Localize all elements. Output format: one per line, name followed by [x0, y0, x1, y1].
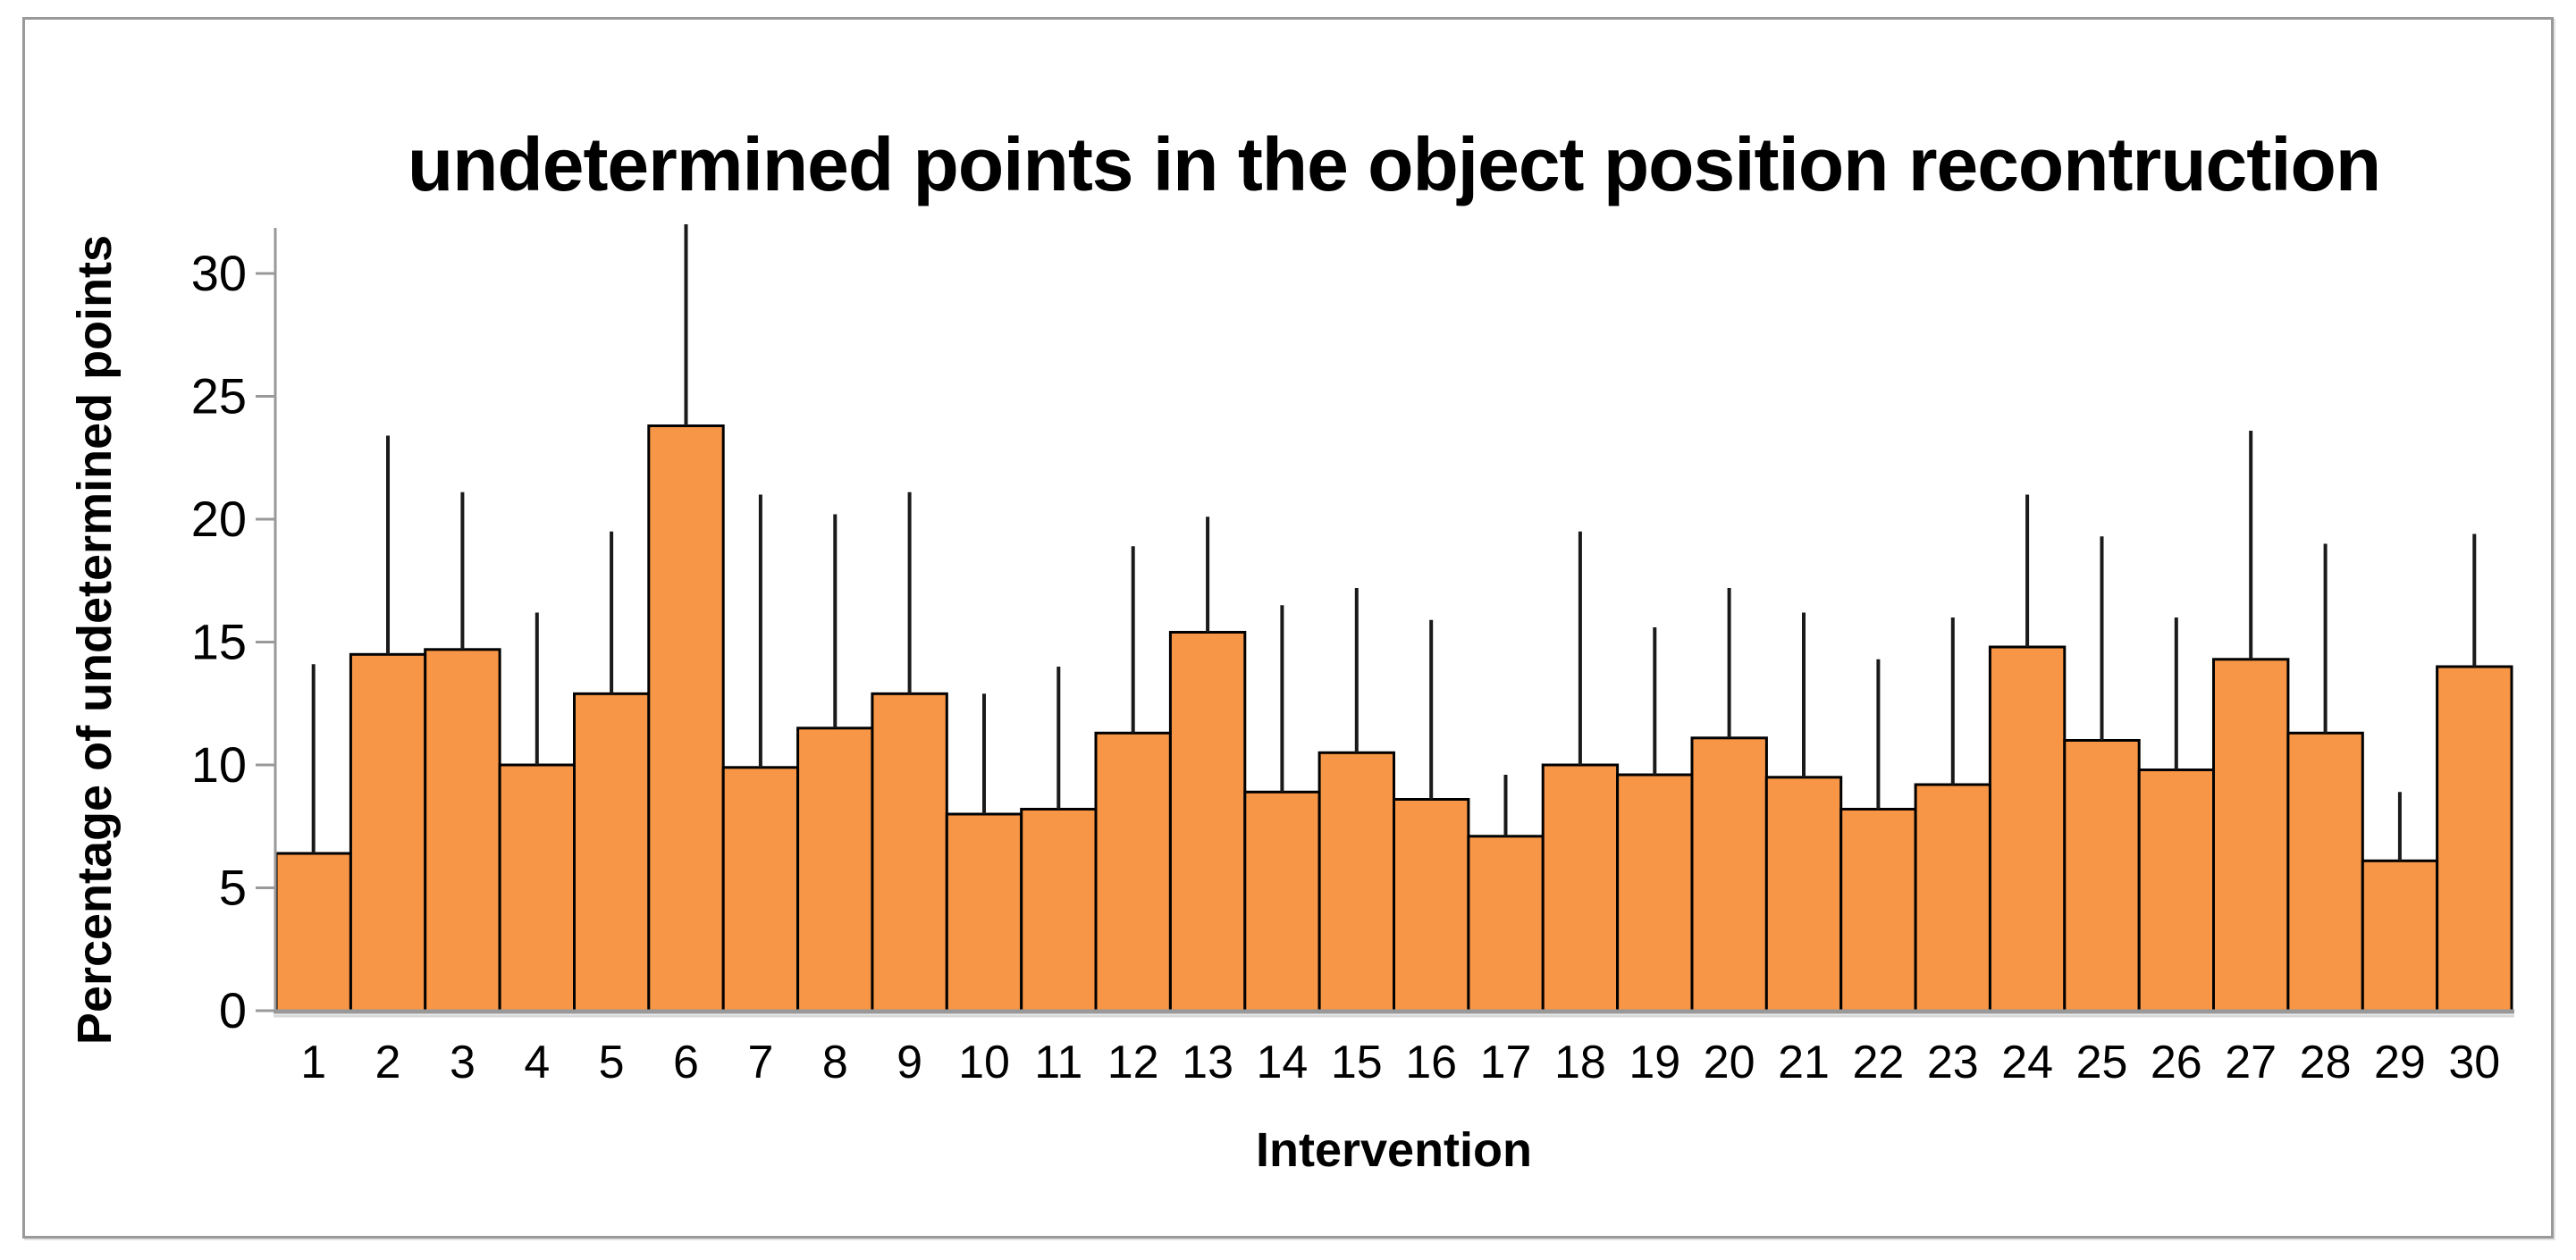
x-tick-label-4: 4 [524, 1037, 550, 1088]
bar-2 [349, 652, 427, 1012]
x-tick-label-2: 2 [375, 1037, 401, 1088]
bar-25 [2063, 739, 2141, 1012]
bar-13 [1168, 631, 1247, 1012]
bar-3 [424, 648, 501, 1012]
bar-7 [721, 766, 800, 1012]
x-tick-label-23: 23 [1927, 1037, 1979, 1088]
x-tick-label-9: 9 [897, 1037, 922, 1088]
bar-20 [1690, 736, 1768, 1012]
x-tick-label-21: 21 [1778, 1037, 1830, 1088]
x-tick-label-13: 13 [1182, 1037, 1233, 1088]
bar-1 [274, 852, 352, 1012]
bar-12 [1094, 731, 1172, 1012]
y-tick-label-20: 20 [191, 491, 247, 547]
x-tick-label-20: 20 [1704, 1037, 1755, 1088]
y-tick-label-0: 0 [219, 982, 247, 1038]
bar-14 [1243, 790, 1321, 1012]
bar-28 [2286, 731, 2364, 1012]
bar-17 [1467, 835, 1545, 1012]
x-tick-label-18: 18 [1554, 1037, 1606, 1088]
y-tick-label-30: 30 [191, 245, 247, 301]
y-tick-label-25: 25 [191, 368, 247, 424]
bar-30 [2436, 665, 2513, 1012]
x-tick-label-24: 24 [2001, 1037, 2053, 1088]
bar-5 [573, 692, 651, 1012]
y-tick-label-10: 10 [191, 736, 247, 793]
x-tick-label-14: 14 [1256, 1037, 1308, 1088]
bar-9 [871, 692, 948, 1012]
bar-27 [2212, 658, 2290, 1012]
x-tick-label-22: 22 [1852, 1037, 1904, 1088]
bar-26 [2137, 769, 2216, 1012]
x-tick-label-19: 19 [1629, 1037, 1680, 1088]
x-tick-label-10: 10 [958, 1037, 1010, 1088]
bar-24 [1988, 645, 2067, 1012]
y-tick-label-15: 15 [191, 614, 247, 670]
y-tick-label-5: 5 [219, 860, 247, 916]
x-tick-label-8: 8 [822, 1037, 848, 1088]
x-tick-label-3: 3 [450, 1037, 476, 1088]
bar-23 [1914, 783, 1992, 1012]
x-axis-title: Intervention [1255, 1123, 1533, 1177]
x-tick-label-30: 30 [2448, 1037, 2500, 1088]
x-tick-label-7: 7 [747, 1037, 773, 1088]
bar-18 [1541, 763, 1620, 1012]
bar-15 [1317, 751, 1395, 1012]
bar-21 [1764, 776, 1843, 1012]
x-tick-label-28: 28 [2300, 1037, 2352, 1088]
x-tick-label-27: 27 [2225, 1037, 2277, 1088]
x-tick-label-16: 16 [1405, 1037, 1457, 1088]
x-tick-label-29: 29 [2374, 1037, 2426, 1088]
x-tick-label-12: 12 [1107, 1037, 1159, 1088]
bar-10 [945, 812, 1023, 1012]
bar-19 [1616, 773, 1694, 1012]
x-tick-label-1: 1 [300, 1037, 326, 1088]
x-tick-label-26: 26 [2151, 1037, 2202, 1088]
bar-22 [1839, 808, 1917, 1012]
bar-16 [1393, 798, 1470, 1012]
bar-4 [498, 763, 576, 1012]
x-tick-label-17: 17 [1480, 1037, 1532, 1088]
bar-11 [1020, 808, 1098, 1012]
x-tick-label-5: 5 [599, 1037, 625, 1088]
x-tick-label-6: 6 [673, 1037, 699, 1088]
x-tick-label-25: 25 [2076, 1037, 2128, 1088]
bar-29 [2361, 859, 2439, 1012]
chart-title: undetermined points in the object positi… [407, 122, 2381, 206]
bar-6 [647, 424, 725, 1012]
x-tick-label-15: 15 [1331, 1037, 1383, 1088]
x-tick-label-11: 11 [1034, 1037, 1082, 1088]
bar-8 [796, 727, 874, 1012]
